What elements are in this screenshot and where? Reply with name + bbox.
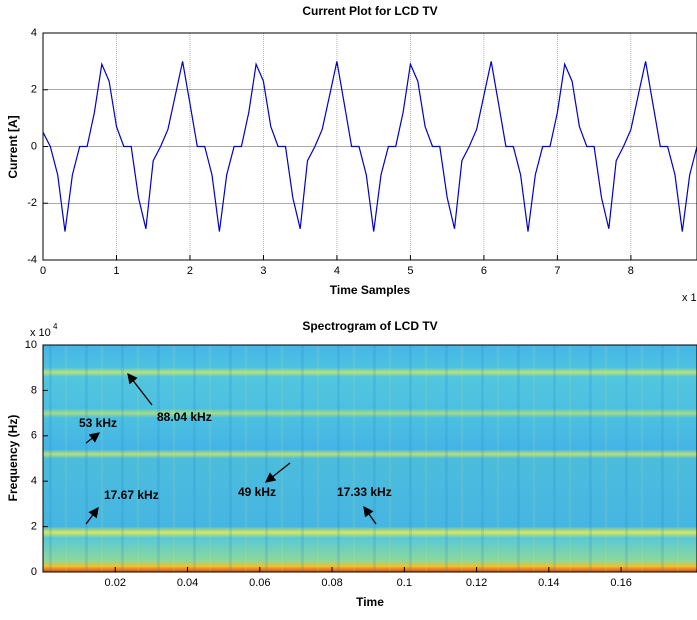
x-tick-label: 0.04 [177,577,198,589]
y-tick-label: 6 [31,430,37,442]
x-multiplier: x 1 [682,292,697,304]
x-tick-label: 0.08 [321,577,342,589]
y-tick-label: 2 [31,521,37,533]
x-tick-label: 0.1 [397,577,412,589]
annotation: 17.67 kHz [104,488,159,502]
y-tick-label: 10 [25,339,37,351]
y-tick-label: 2 [31,84,37,96]
y-tick-label: 0 [31,566,37,578]
x-tick-label: 3 [260,265,266,277]
x-tick-label: 0.16 [610,577,631,589]
y-tick-label: 8 [31,384,37,396]
spectrogram-texture [43,345,697,572]
annotation: 49 kHz [238,485,276,499]
title: Current Plot for LCD TV [302,4,437,18]
y-tick-label: -2 [27,197,37,209]
y-tick-label: 4 [31,27,37,39]
x-tick-label: 7 [554,265,560,277]
x-tick-label: 0.12 [466,577,487,589]
x-tick-label: 4 [334,265,340,277]
x-tick-label: 2 [187,265,193,277]
x-tick-label: 0.06 [249,577,270,589]
y-tick-label: -4 [27,254,37,266]
x-tick-label: 0 [40,265,46,277]
x-tick-label: 6 [481,265,487,277]
data-line [43,61,697,232]
x-tick-label: 0.14 [538,577,559,589]
plot-frame [42,32,697,261]
y-tick-label: 0 [31,140,37,152]
x-tick-label: 0.02 [105,577,126,589]
x-label: Time [356,595,384,609]
y-multiplier-exp: 4 [53,322,58,331]
x-tick-label: 1 [113,265,119,277]
annotation: 53 kHz [79,416,117,430]
title: Spectrogram of LCD TV [302,319,437,333]
plot-frame [42,344,697,573]
annotation: 88.04 kHz [157,410,212,424]
y-multiplier: x 10 [30,327,51,339]
x-label: Time Samples [330,283,411,297]
arrows [85,372,377,525]
y-tick-label: 4 [31,475,37,487]
x-tick-label: 5 [407,265,413,277]
y-label: Frequency (Hz) [6,415,20,502]
y-label: Current [A] [6,115,20,178]
annotation: 17.33 kHz [337,485,392,499]
x-tick-label: 8 [628,265,634,277]
